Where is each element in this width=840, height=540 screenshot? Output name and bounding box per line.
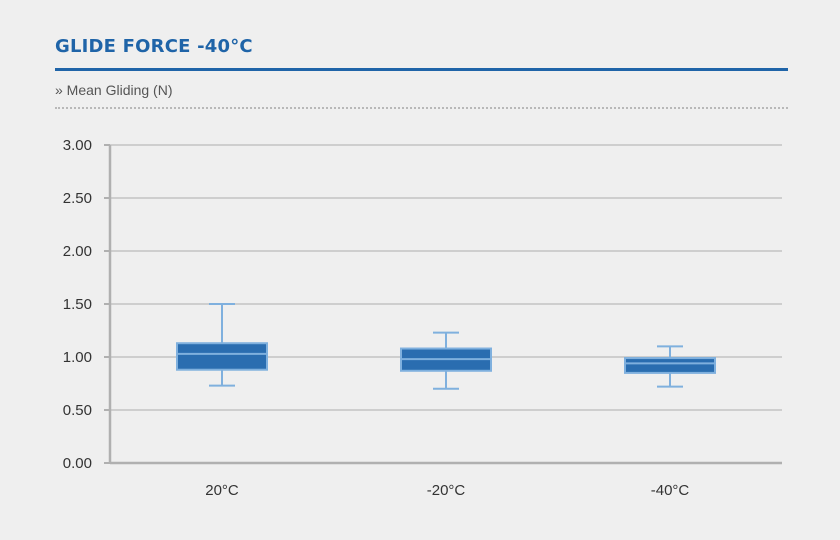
y-tick-label: 3.00 [63, 137, 92, 154]
y-tick-label: 2.50 [63, 190, 92, 207]
boxes [176, 303, 716, 390]
box-plot-2 [400, 331, 492, 390]
box-plot-3 [624, 345, 716, 388]
x-tick-label: -20°C [427, 482, 466, 499]
x-tick-label: -40°C [651, 482, 690, 499]
y-tick-label: 0.50 [63, 402, 92, 419]
x-tick-label: 20°C [205, 482, 239, 499]
title-divider [55, 68, 788, 71]
chart-subtitle: » Mean Gliding (N) [55, 82, 173, 98]
y-tick-labels: 0.00 0.50 1.00 1.50 2.00 2.50 3.00 [63, 137, 92, 472]
chart-title: GLIDE FORCE -40°C [55, 36, 253, 57]
iqr-box [176, 342, 268, 371]
y-tick-label: 2.00 [63, 243, 92, 260]
axes [104, 144, 782, 465]
x-tick-labels: 20°C -20°C -40°C [205, 482, 689, 499]
box-plot-1 [176, 303, 268, 387]
dotted-divider [55, 107, 788, 109]
y-tick-label: 1.00 [63, 349, 92, 366]
y-tick-label: 0.00 [63, 455, 92, 472]
y-tick-label: 1.50 [63, 296, 92, 313]
iqr-box [624, 357, 716, 374]
